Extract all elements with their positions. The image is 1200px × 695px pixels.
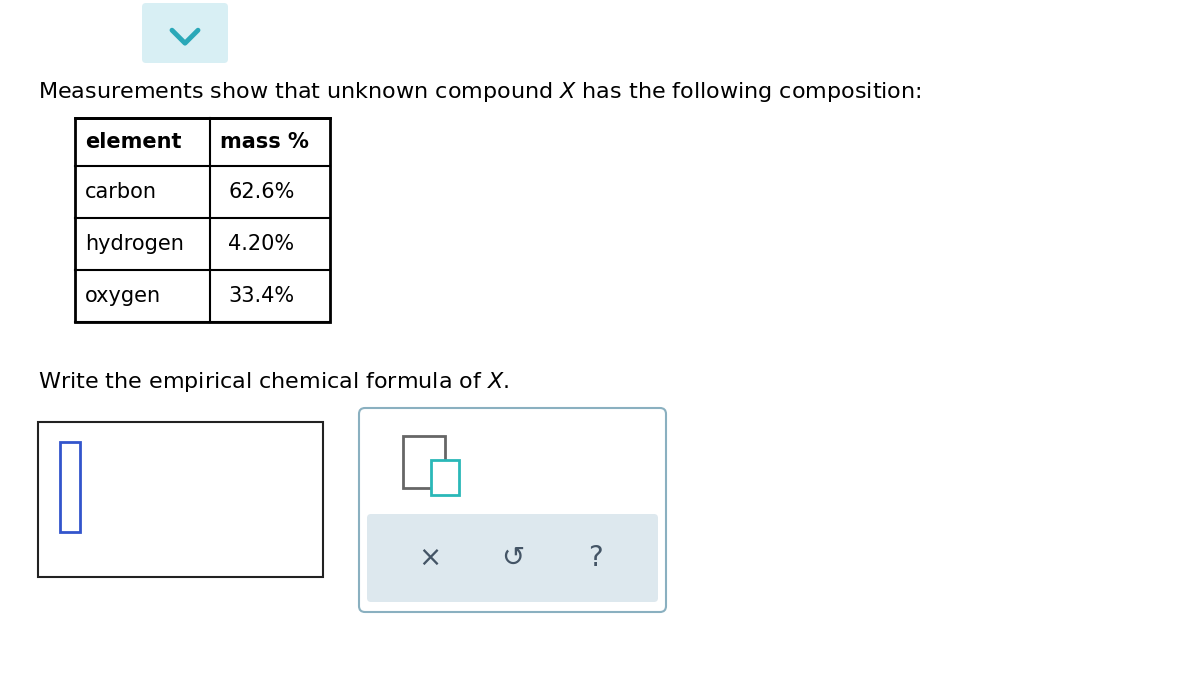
- Text: ×: ×: [419, 544, 442, 572]
- Text: Write the empirical chemical formula of $\mathit{X}$.: Write the empirical chemical formula of …: [38, 370, 509, 394]
- Text: Measurements show that unknown compound $\mathit{X}$ has the following compositi: Measurements show that unknown compound …: [38, 80, 922, 104]
- Bar: [431, 460, 458, 495]
- Text: element: element: [85, 132, 181, 152]
- FancyBboxPatch shape: [142, 3, 228, 63]
- Bar: [60, 442, 80, 532]
- Text: mass %: mass %: [220, 132, 308, 152]
- Text: ?: ?: [588, 544, 602, 572]
- FancyBboxPatch shape: [359, 408, 666, 612]
- Text: 33.4%: 33.4%: [228, 286, 294, 306]
- Text: oxygen: oxygen: [85, 286, 161, 306]
- Text: hydrogen: hydrogen: [85, 234, 184, 254]
- Text: 4.20%: 4.20%: [228, 234, 294, 254]
- Bar: [403, 436, 445, 488]
- Text: ↺: ↺: [500, 544, 524, 572]
- Text: 62.6%: 62.6%: [228, 182, 294, 202]
- FancyBboxPatch shape: [367, 514, 658, 602]
- Bar: [38, 422, 323, 577]
- Bar: [74, 118, 330, 322]
- Text: carbon: carbon: [85, 182, 157, 202]
